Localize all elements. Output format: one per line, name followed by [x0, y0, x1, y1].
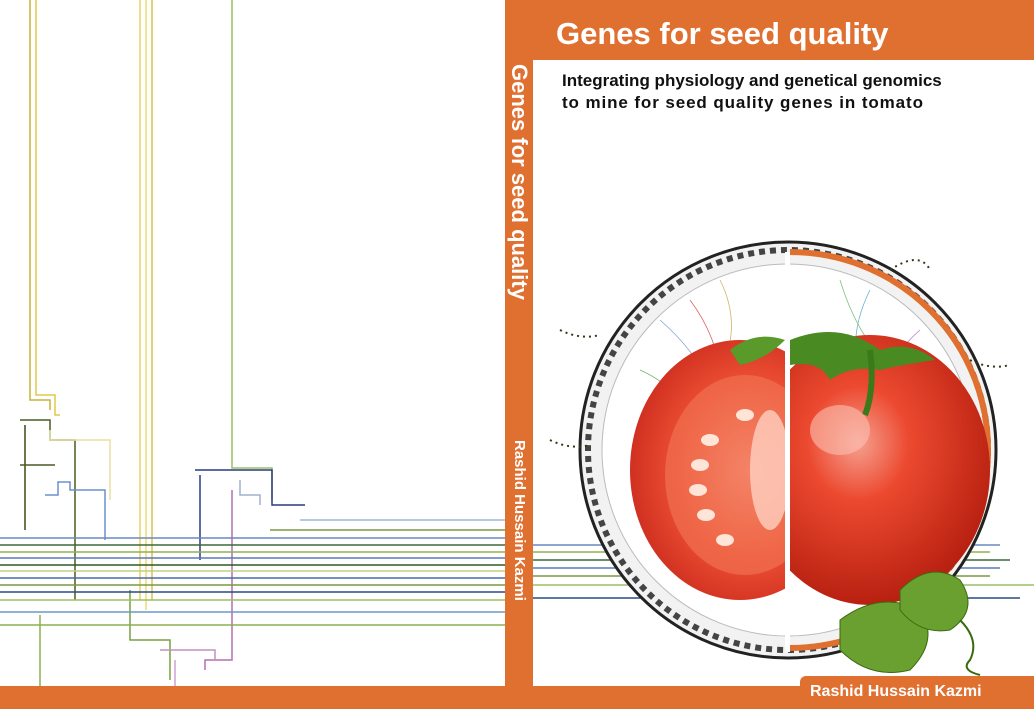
spine-title: Genes for seed quality: [507, 64, 532, 300]
subtitle-line-2: to mine for seed quality genes in tomato: [562, 93, 924, 112]
author-name: Rashid Hussain Kazmi: [810, 683, 982, 700]
spine-band: [505, 0, 533, 686]
bottom-band: [0, 686, 1034, 709]
tomato-illustration-icon: [549, 240, 1011, 676]
spine-author: Rashid Hussain Kazmi: [511, 440, 528, 601]
author-tab: [800, 676, 1034, 709]
cover-subtitle: Integrating physiology and genetical gen…: [562, 70, 1034, 120]
cover-title: Genes for seed quality: [556, 16, 889, 51]
subtitle-line-1: Integrating physiology and genetical gen…: [562, 71, 942, 90]
title-banner: [533, 0, 1034, 60]
